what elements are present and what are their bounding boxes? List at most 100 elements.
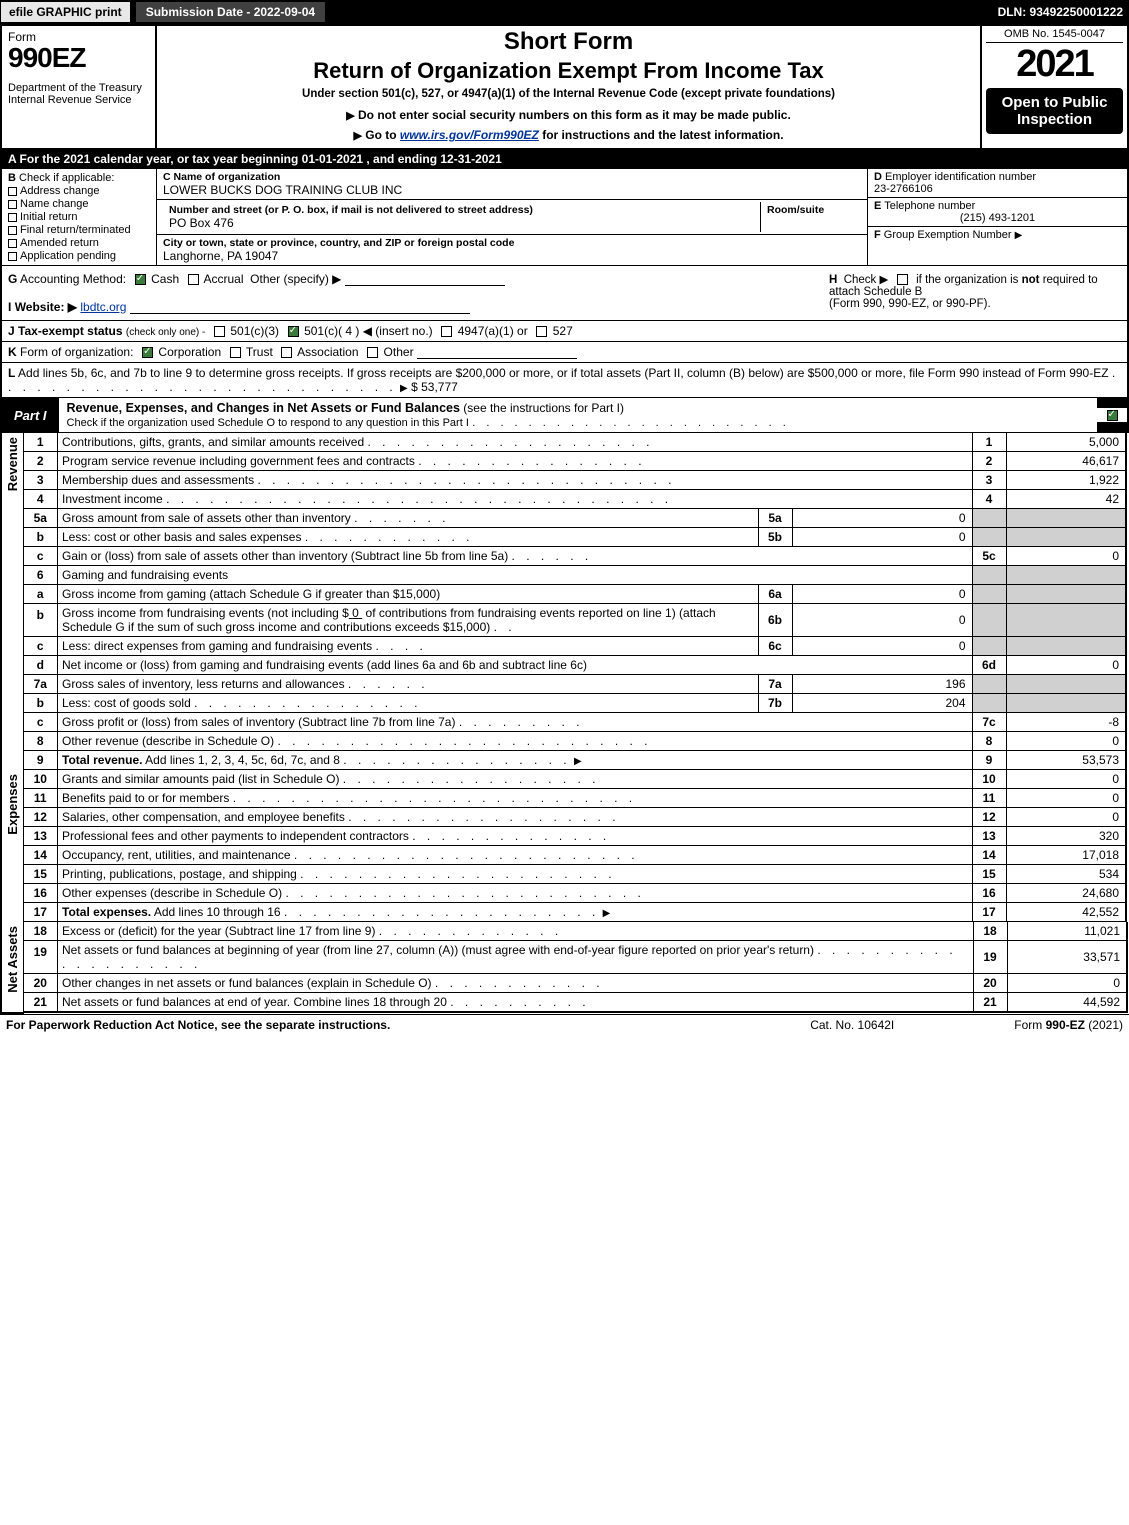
- g-label: G: [8, 272, 17, 286]
- arrow-icon: ▶: [353, 130, 361, 142]
- checkbox-527[interactable]: [536, 326, 547, 337]
- part-1-sub: Check if the organization used Schedule …: [67, 417, 469, 429]
- column-b: B Check if applicable: Address change Na…: [2, 169, 157, 265]
- row-k: K Form of organization: Corporation Trus…: [0, 342, 1129, 363]
- checkbox-501c3[interactable]: [214, 326, 225, 337]
- opt-trust: Trust: [246, 345, 273, 359]
- part-1-header: Part I Revenue, Expenses, and Changes in…: [0, 398, 1129, 433]
- opt-4947: 4947(a)(1) or: [458, 324, 528, 338]
- opt-accrual: Accrual: [203, 272, 243, 286]
- line-7c: c Gross profit or (loss) from sales of i…: [24, 713, 1127, 732]
- j-sub: (check only one) -: [126, 327, 205, 338]
- checkbox-association[interactable]: [281, 347, 292, 358]
- line-15: 15 Printing, publications, postage, and …: [24, 865, 1127, 884]
- department: Department of the Treasury Internal Reve…: [8, 82, 149, 106]
- h-text1: Check ▶: [844, 274, 889, 286]
- line-10: 10 Grants and similar amounts paid (list…: [24, 770, 1127, 789]
- line-rnum: 1: [972, 433, 1006, 452]
- goto-link[interactable]: www.irs.gov/Form990EZ: [400, 128, 539, 142]
- opt-other: Other (specify) ▶: [250, 272, 341, 286]
- omb-number: OMB No. 1545-0047: [986, 28, 1123, 43]
- line-6b: b Gross income from fundraising events (…: [24, 604, 1127, 637]
- checkbox-4947[interactable]: [441, 326, 452, 337]
- checkbox-amended-return[interactable]: Amended return: [8, 237, 150, 249]
- checkbox-initial-return[interactable]: Initial return: [8, 211, 150, 223]
- arrow-icon: ▶: [1015, 230, 1023, 241]
- form-number: 990EZ: [8, 42, 149, 74]
- checkbox-other-org[interactable]: [367, 347, 378, 358]
- line-7b: b Less: cost of goods sold . . . . . . .…: [24, 694, 1127, 713]
- opt-assoc: Association: [297, 345, 358, 359]
- city-label: City or town, state or province, country…: [163, 237, 514, 249]
- line-desc: Contributions, gifts, grants, and simila…: [62, 435, 364, 449]
- tax-year: 2021: [986, 43, 1123, 86]
- checkbox-501c-checked[interactable]: [288, 326, 299, 337]
- street-row: Number and street (or P. O. box, if mail…: [157, 200, 867, 235]
- arrow-icon: ▶: [574, 756, 582, 767]
- website-link[interactable]: lbdtc.org: [80, 300, 126, 314]
- checkbox-name-change[interactable]: Name change: [8, 198, 150, 210]
- column-c: C Name of organization LOWER BUCKS DOG T…: [157, 169, 867, 265]
- checkbox-cash-checked[interactable]: [135, 274, 146, 285]
- l-value: $ 53,777: [411, 380, 458, 394]
- efile-print-button[interactable]: efile GRAPHIC print: [0, 1, 131, 23]
- part-1-title: Revenue, Expenses, and Changes in Net As…: [67, 401, 460, 415]
- city-row: City or town, state or province, country…: [157, 235, 867, 265]
- phone-value: (215) 493-1201: [874, 212, 1121, 224]
- header-left: Form 990EZ Department of the Treasury In…: [2, 26, 157, 148]
- line-20: 20 Other changes in net assets or fund b…: [24, 974, 1128, 993]
- org-name-value: LOWER BUCKS DOG TRAINING CLUB INC: [163, 183, 402, 197]
- street-value: PO Box 476: [169, 216, 234, 230]
- j-label: J: [8, 324, 15, 338]
- checkbox-accrual[interactable]: [188, 274, 199, 285]
- line-4: 4 Investment income . . . . . . . . . . …: [24, 490, 1127, 509]
- checkbox-schedule-o-checked[interactable]: [1107, 410, 1118, 421]
- line-11: 11 Benefits paid to or for members . . .…: [24, 789, 1127, 808]
- footer-center: Cat. No. 10642I: [810, 1018, 894, 1032]
- footer: For Paperwork Reduction Act Notice, see …: [0, 1014, 1129, 1035]
- arrow-icon: ▶: [346, 110, 354, 122]
- l-text: Add lines 5b, 6c, and 7b to line 9 to de…: [18, 366, 1109, 380]
- row-l: L Add lines 5b, 6c, and 7b to line 9 to …: [0, 363, 1129, 398]
- lines-table: Revenue 1 Contributions, gifts, grants, …: [0, 433, 1129, 1014]
- row-h: H Check ▶ if the organization is not req…: [821, 272, 1121, 314]
- line-13: 13 Professional fees and other payments …: [24, 827, 1127, 846]
- opt-527: 527: [553, 324, 573, 338]
- h-not: not: [1022, 274, 1040, 286]
- opt-501c3: 501(c)(3): [230, 324, 279, 338]
- line-8: 8 Other revenue (describe in Schedule O)…: [24, 732, 1127, 751]
- checkbox-corporation-checked[interactable]: [142, 347, 153, 358]
- under-section: Under section 501(c), 527, or 4947(a)(1)…: [165, 88, 972, 100]
- k-label: K: [8, 345, 17, 359]
- column-def: D Employer identification number 23-2766…: [867, 169, 1127, 265]
- part-1-tab: Part I: [2, 405, 59, 426]
- k-text: Form of organization:: [20, 345, 133, 359]
- part-1-title-wrap: Revenue, Expenses, and Changes in Net As…: [59, 398, 1097, 432]
- line-6c: c Less: direct expenses from gaming and …: [24, 637, 1127, 656]
- checkbox-application-pending[interactable]: Application pending: [8, 250, 150, 262]
- i-text: Website: ▶: [15, 300, 77, 314]
- org-name-row: C Name of organization LOWER BUCKS DOG T…: [157, 169, 867, 200]
- line-19: 19 Net assets or fund balances at beginn…: [24, 941, 1128, 974]
- line-5a: 5a Gross amount from sale of assets othe…: [24, 509, 1127, 528]
- line-18: 18 Excess or (deficit) for the year (Sub…: [24, 922, 1128, 941]
- i-label: I: [8, 300, 11, 314]
- checkbox-address-change[interactable]: Address change: [8, 185, 150, 197]
- header-center: Short Form Return of Organization Exempt…: [157, 26, 982, 148]
- arrow-icon: ▶: [400, 383, 408, 394]
- line-6d: d Net income or (loss) from gaming and f…: [24, 656, 1127, 675]
- e-label: E: [874, 200, 881, 212]
- header-right: OMB No. 1545-0047 2021 Open to Public In…: [982, 26, 1127, 148]
- f-text: Group Exemption Number: [884, 229, 1012, 241]
- j-text: Tax-exempt status: [18, 324, 122, 338]
- opt-cash: Cash: [151, 272, 179, 286]
- goto-suffix: for instructions and the latest informat…: [542, 128, 783, 142]
- line-12: 12 Salaries, other compensation, and emp…: [24, 808, 1127, 827]
- row-gh: G Accounting Method: Cash Accrual Other …: [0, 266, 1129, 321]
- line-2: 2 Program service revenue including gove…: [24, 452, 1127, 471]
- side-label-expenses: Expenses: [5, 770, 20, 839]
- checkbox-trust[interactable]: [230, 347, 241, 358]
- checkbox-schedule-b[interactable]: [897, 274, 908, 285]
- section-bcdef: B Check if applicable: Address change Na…: [0, 169, 1129, 266]
- checkbox-final-return[interactable]: Final return/terminated: [8, 224, 150, 236]
